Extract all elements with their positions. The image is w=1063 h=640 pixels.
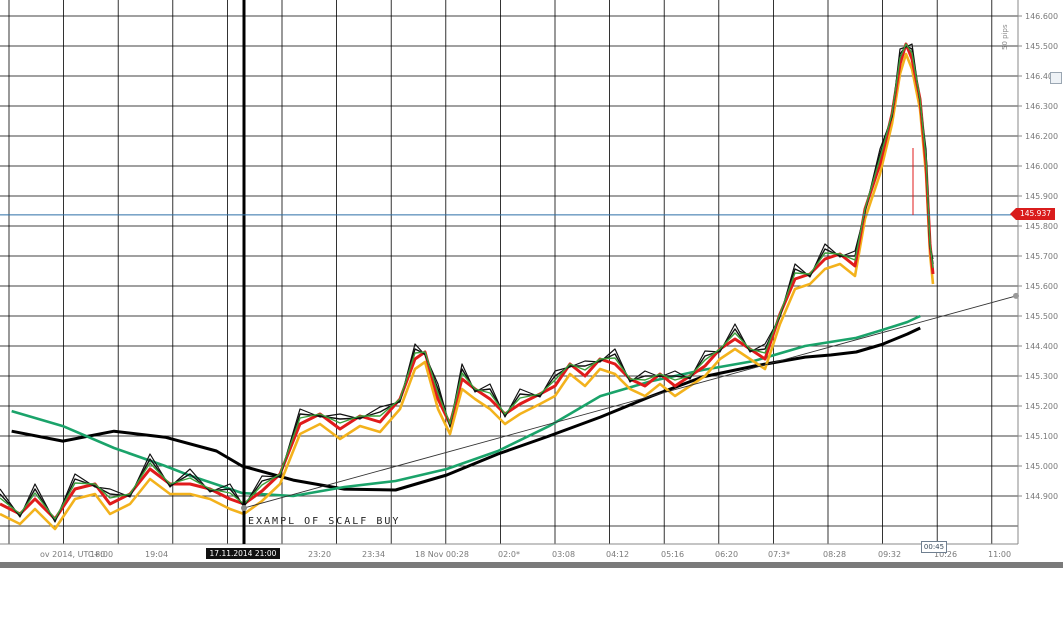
x-tick-label: ov 2014, UTC+0 xyxy=(40,550,105,559)
ema-fast-line xyxy=(0,43,934,520)
y-tick-label: 145.600 xyxy=(1025,282,1058,291)
ema-orange-line xyxy=(0,52,935,531)
x-tick-label: 23:20 xyxy=(308,550,331,559)
scale-button[interactable] xyxy=(1050,72,1062,84)
y-tick-label: 145.800 xyxy=(1025,222,1058,231)
forex-chart[interactable]: 146.600 145.500 146.400 146.300 146.200 146.0… xyxy=(0,0,1063,568)
y-axis-ticks: 146.600 145.500 146.400 146.300 146.200 146.0… xyxy=(1018,12,1058,501)
y-tick-label: 146.200 xyxy=(1025,132,1058,141)
annotation-text: EXAMPL OF SCALF BUY xyxy=(248,516,400,527)
y-tick-label: 146.000 xyxy=(1025,162,1058,171)
x-tick-label: 03:08 xyxy=(552,550,575,559)
y-tick-label: 146.600 xyxy=(1025,12,1058,21)
x-tick-label: 09:32 xyxy=(878,550,901,559)
cursor-point xyxy=(241,505,247,511)
price-series xyxy=(0,42,935,531)
y-tick-label: 145.500 xyxy=(1025,42,1058,51)
y-tick-label: 146.300 xyxy=(1025,102,1058,111)
trendline xyxy=(243,295,1017,509)
chart-canvas[interactable]: 146.600 145.500 146.400 146.300 146.200 146.0… xyxy=(0,0,1063,568)
x-tick-label: 05:16 xyxy=(661,550,684,559)
x-tick-label: 08:28 xyxy=(823,550,846,559)
trendline-handle xyxy=(1013,292,1019,299)
last-bar-time-label: 00:45 xyxy=(921,541,947,553)
y-tick-label: 145.200 xyxy=(1025,402,1058,411)
y-tick-label: 145.500 xyxy=(1025,312,1058,321)
chart-bottom-border xyxy=(0,562,1063,568)
y-tick-label: 145.900 xyxy=(1025,192,1058,201)
y-tick-label: 145.000 xyxy=(1025,462,1058,471)
ema-red-line xyxy=(0,42,935,521)
ma-green-slow-line xyxy=(11,314,921,498)
moving-averages xyxy=(11,314,921,498)
x-tick-label: 18:00 xyxy=(90,550,113,559)
x-axis-ticks: ov 2014, UTC+018:00 19:04 23:20 23:34 18 Nov… xyxy=(40,550,1011,559)
x-tick-label: 23:34 xyxy=(362,550,385,559)
price-line-b xyxy=(0,43,934,523)
x-tick-label: 06:20 xyxy=(715,550,738,559)
y-tick-label: 144.400 xyxy=(1025,342,1058,351)
y-tick-label: 145.100 xyxy=(1025,432,1058,441)
ma-black-slow-line xyxy=(11,326,921,492)
x-tick-label: 19:04 xyxy=(145,550,168,559)
x-tick-label: 07:3* xyxy=(768,550,790,559)
x-tick-label: 02:0* xyxy=(498,550,520,559)
cursor-time-label: 17.11.2014 21:00 xyxy=(206,548,280,559)
y-tick-label: 146.400 xyxy=(1025,72,1058,81)
current-price-tag: 145.937 xyxy=(1010,208,1055,220)
y-tick-label: 145.700 xyxy=(1025,252,1058,261)
x-tick-label: 10:26 xyxy=(934,550,957,559)
y-tick-label: 145.300 xyxy=(1025,372,1058,381)
y-tick-label: 144.900 xyxy=(1025,492,1058,501)
chart-grid xyxy=(0,0,1019,545)
x-tick-label: 18 Nov 00:28 xyxy=(415,550,469,559)
x-tick-label: 11:00 xyxy=(988,550,1011,559)
x-tick-label: 04:12 xyxy=(606,550,629,559)
chart-overlays xyxy=(0,0,1019,544)
pips-scale-label: 50 pips xyxy=(1001,24,1009,50)
